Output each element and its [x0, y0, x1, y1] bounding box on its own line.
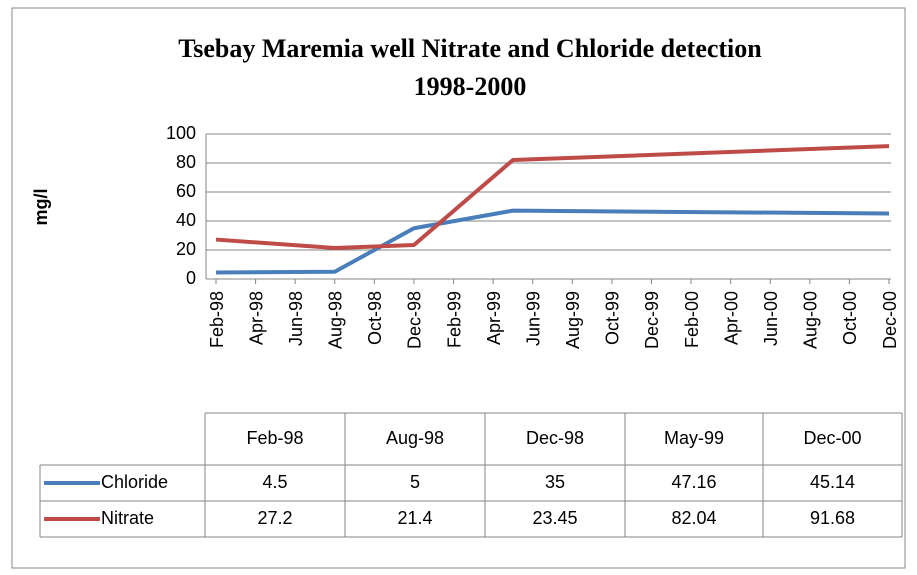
table-header: Dec-98: [526, 428, 584, 448]
table-cell: 82.04: [671, 508, 716, 528]
y-tick-label: 40: [176, 210, 196, 230]
x-tick-label: Dec-99: [642, 291, 662, 349]
table-header: Aug-98: [386, 428, 444, 448]
x-tick-label: Oct-00: [840, 291, 860, 345]
table-cell: 47.16: [671, 472, 716, 492]
chart-frame: [11, 7, 906, 569]
series-line: [215, 144, 890, 250]
x-tick-label: Feb-98: [207, 291, 227, 348]
y-axis-label: mg/l: [31, 188, 51, 225]
y-tick-label: 60: [176, 181, 196, 201]
x-tick-label: Apr-00: [721, 291, 741, 345]
x-tick-label: Dec-00: [880, 291, 900, 349]
x-tick-label: Apr-98: [246, 291, 266, 345]
x-tick-label: Feb-00: [682, 291, 702, 348]
x-tick-label: Apr-99: [484, 291, 504, 345]
x-tick-label: Aug-98: [326, 291, 346, 349]
table-header: Feb-98: [246, 428, 303, 448]
x-tick-label: Jun-98: [286, 291, 306, 346]
x-tick-label: Feb-99: [444, 291, 464, 348]
table-header: Dec-00: [803, 428, 861, 448]
x-tick-label: Aug-99: [563, 291, 583, 349]
x-tick-label: Oct-98: [365, 291, 385, 345]
x-tick-label: Jun-00: [761, 291, 781, 346]
chart-title: Tsebay Maremia well Nitrate and Chloride…: [178, 34, 762, 63]
table-cell: 5: [410, 472, 420, 492]
table-cell: 27.2: [257, 508, 292, 528]
chart-title: 1998-2000: [414, 72, 527, 101]
x-tick-label: Jun-99: [523, 291, 543, 346]
x-tick-label: Aug-00: [801, 291, 821, 349]
table-cell: 45.14: [810, 472, 855, 492]
table-header: May-99: [664, 428, 724, 448]
series-line: [215, 208, 890, 275]
y-tick-label: 0: [186, 268, 196, 288]
x-tick-label: Dec-98: [405, 291, 425, 349]
x-tick-label: Oct-99: [603, 291, 623, 345]
table-cell: 21.4: [397, 508, 432, 528]
table-cell: 23.45: [532, 508, 577, 528]
table-cell: 35: [545, 472, 565, 492]
legend-label: Chloride: [101, 472, 168, 492]
table-cell: 4.5: [262, 472, 287, 492]
y-tick-label: 20: [176, 239, 196, 259]
legend-label: Nitrate: [101, 508, 154, 528]
y-tick-label: 100: [166, 123, 196, 143]
y-tick-label: 80: [176, 152, 196, 172]
table-cell: 91.68: [810, 508, 855, 528]
